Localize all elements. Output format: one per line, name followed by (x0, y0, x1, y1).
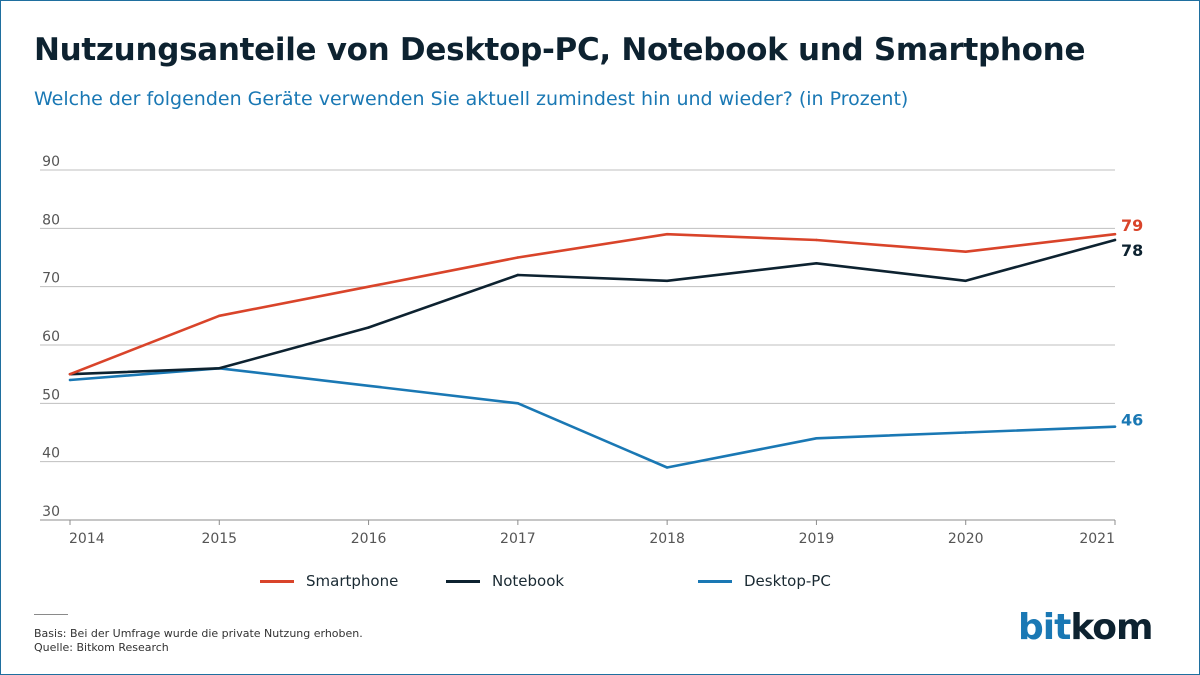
x-tick-label: 2016 (351, 531, 387, 547)
data-point-notebook (665, 279, 669, 283)
series-lines (68, 232, 1117, 469)
logo-bit: bit (1018, 607, 1071, 648)
x-tick-label: 2019 (799, 531, 835, 547)
data-point-desktop-pc (68, 378, 72, 382)
series-line-notebook (68, 238, 1117, 376)
data-point-smartphone (367, 285, 370, 288)
x-tick-label: 2018 (649, 531, 685, 547)
data-point-desktop-pc (1113, 425, 1117, 428)
legend-item-notebook[interactable]: Notebook (446, 571, 564, 591)
data-point-desktop-pc (665, 466, 669, 469)
legend-swatch-desktop (698, 579, 732, 583)
data-point-smartphone (665, 232, 669, 236)
end-label-desktop-pc: 46 (1121, 411, 1143, 430)
data-point-notebook (516, 273, 520, 277)
x-tick-label: 2014 (69, 531, 105, 547)
data-point-notebook (218, 367, 221, 370)
y-axis-ticks: 30 40 50 60 70 80 90 (42, 154, 60, 520)
chart-subtitle: Welche der folgenden Geräte verwenden Si… (34, 88, 909, 110)
data-point-desktop-pc (516, 402, 520, 405)
footnote-source: Quelle: Bitkom Research (34, 641, 169, 654)
data-point-notebook (815, 262, 818, 265)
data-point-smartphone (218, 314, 221, 318)
data-point-desktop-pc (367, 384, 370, 388)
y-tick-label: 90 (42, 154, 60, 170)
legend-label-notebook: Notebook (492, 572, 565, 590)
footnote-divider (34, 614, 68, 615)
data-point-smartphone (1113, 232, 1117, 236)
chart-title: Nutzungsanteile von Desktop-PC, Notebook… (34, 32, 1086, 68)
legend-item-smartphone[interactable]: Smartphone (260, 571, 398, 591)
legend-label-desktop: Desktop-PC (744, 572, 831, 590)
end-label-notebook: 78 (1121, 241, 1143, 260)
series-line-smartphone (68, 232, 1117, 376)
data-point-desktop-pc (815, 437, 818, 440)
y-tick-label: 60 (42, 329, 60, 345)
end-label-smartphone: 79 (1121, 216, 1143, 235)
footnote-basis: Basis: Bei der Umfrage wurde die private… (34, 627, 363, 640)
data-point-smartphone (815, 238, 818, 242)
x-tick-label: 2021 (1079, 531, 1115, 547)
y-tick-label: 80 (42, 212, 60, 228)
legend-label-smartphone: Smartphone (306, 572, 399, 590)
legend-item-desktop[interactable]: Desktop-PC (698, 571, 831, 591)
y-tick-label: 40 (42, 446, 60, 462)
data-point-smartphone (516, 256, 520, 259)
data-point-notebook (1113, 238, 1117, 242)
end-labels: 79 78 46 (1121, 216, 1143, 429)
y-tick-label: 30 (42, 504, 60, 520)
bitkom-logo: bitkom (1018, 607, 1154, 648)
x-tick-label: 2020 (948, 531, 984, 547)
logo-kom: kom (1070, 607, 1153, 648)
x-axis-ticks: 2014 2015 2016 2017 2018 2019 2020 2021 (69, 520, 1116, 547)
data-point-notebook (367, 326, 370, 329)
legend-swatch-smartphone (260, 579, 294, 583)
x-tick-label: 2015 (201, 531, 237, 547)
grid-lines (40, 169, 1115, 521)
legend-swatch-notebook (446, 579, 480, 583)
y-tick-label: 50 (42, 387, 60, 403)
data-point-notebook (964, 279, 967, 283)
data-point-smartphone (964, 250, 967, 253)
data-point-smartphone (68, 372, 72, 376)
x-tick-label: 2017 (500, 531, 536, 547)
y-tick-label: 70 (42, 271, 60, 287)
series-line-desktop-pc (68, 366, 1117, 469)
data-point-desktop-pc (964, 431, 967, 434)
